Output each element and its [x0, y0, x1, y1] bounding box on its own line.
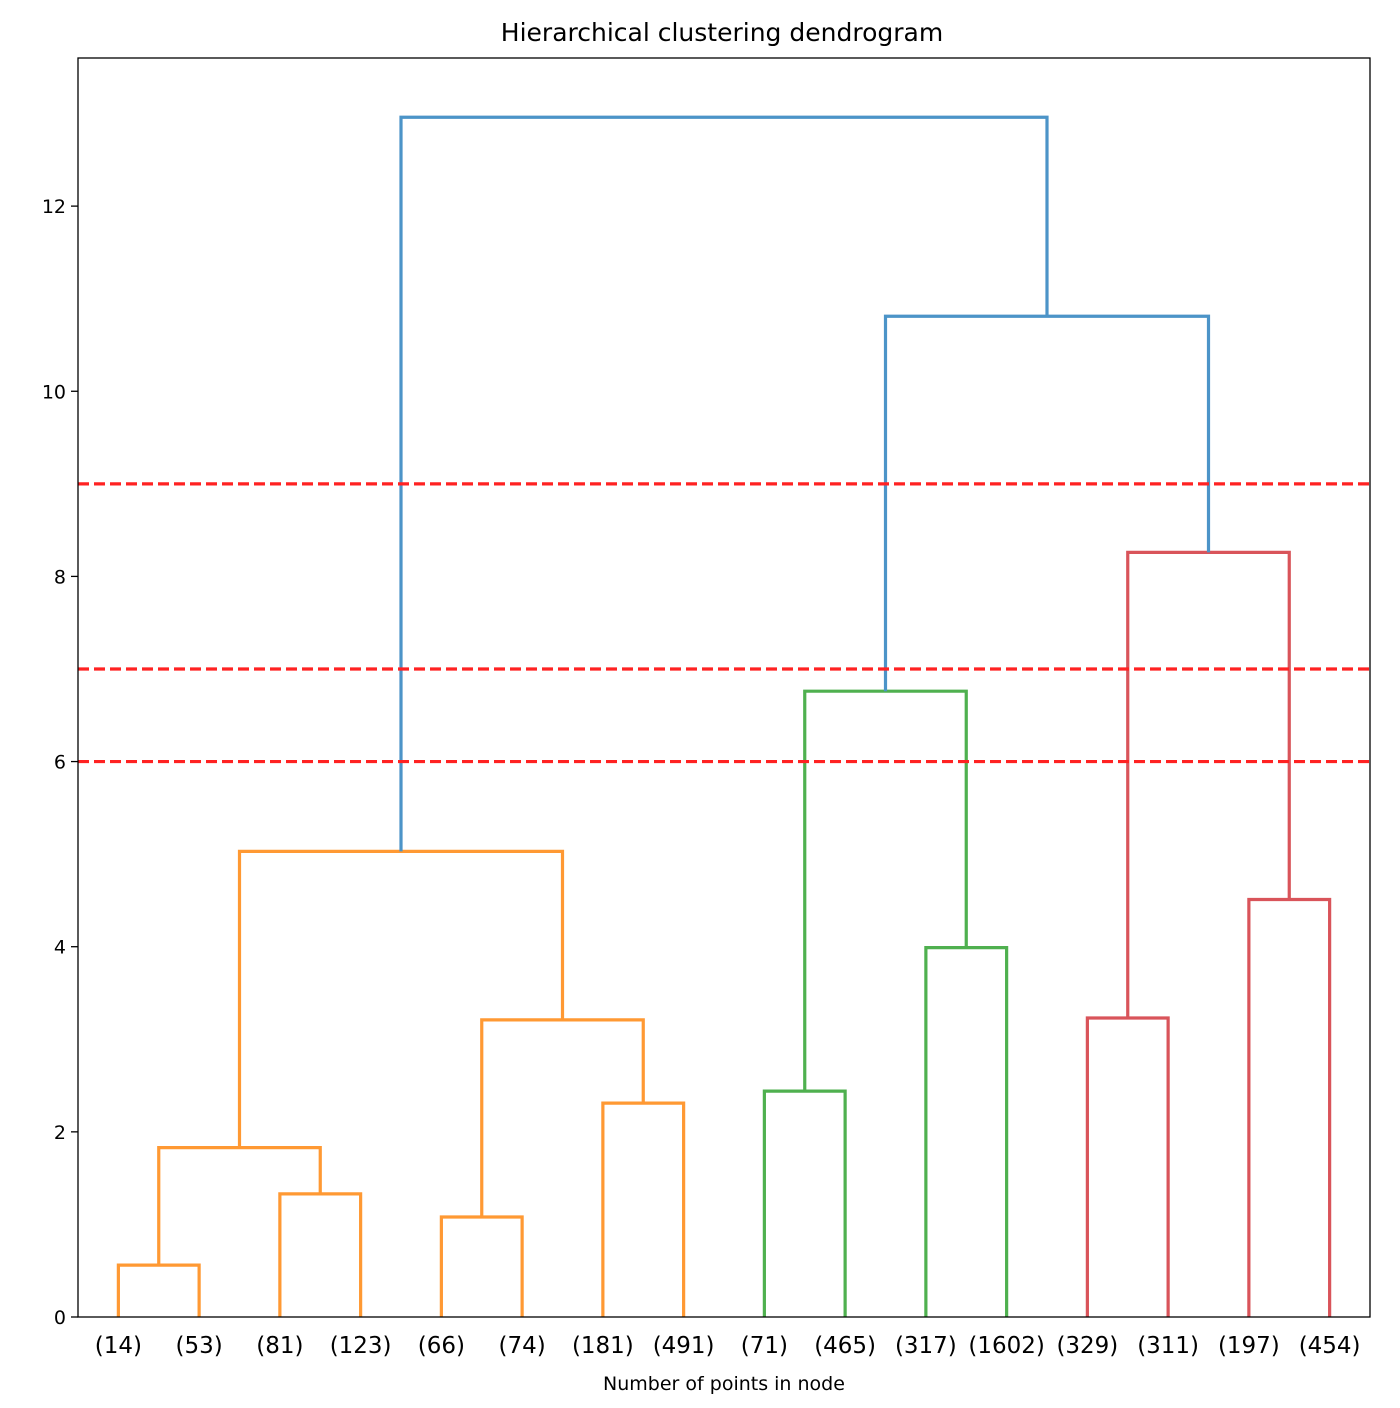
leaf-label: (66) — [418, 1333, 465, 1359]
leaf-label: (1602) — [968, 1333, 1044, 1359]
dendrogram-link-red — [1247, 897, 1332, 1317]
dendrogram-link-green — [924, 946, 1009, 1317]
y-tick-label: 4 — [54, 937, 66, 959]
leaf-label: (311) — [1137, 1333, 1199, 1359]
leaf-label: (71) — [741, 1333, 788, 1359]
leaf-label: (465) — [814, 1333, 876, 1359]
leaf-label: (329) — [1056, 1333, 1118, 1359]
leaf-label: (123) — [330, 1333, 392, 1359]
leaf-label: (491) — [653, 1333, 715, 1359]
leaf-label: (53) — [176, 1333, 223, 1359]
leaf-label: (317) — [895, 1333, 957, 1359]
dendrogram-link-orange — [157, 1145, 322, 1266]
dendrogram-link-blue — [883, 314, 1211, 692]
x-axis: (14) (53) (81) (123) (66) (74) (181) (491) (71) (… — [95, 1333, 1361, 1359]
dendrogram-link-orange — [237, 849, 565, 1148]
dendrogram-links — [116, 115, 1332, 1317]
y-tick-label: 12 — [42, 196, 66, 218]
leaf-label: (181) — [572, 1333, 634, 1359]
plot-frame — [77, 57, 1371, 1318]
cut-lines — [78, 482, 1370, 764]
y-tick-label: 2 — [54, 1122, 66, 1144]
dendrogram-link-orange — [480, 1018, 645, 1218]
dendrogram-link-orange — [278, 1192, 363, 1317]
chart-title: Hierarchical clustering dendrogram — [501, 18, 943, 47]
y-tick-label: 0 — [54, 1307, 66, 1329]
leaf-label: (81) — [256, 1333, 303, 1359]
dendrogram-link-green — [762, 1089, 847, 1317]
dendrogram-link-green — [803, 689, 968, 1092]
dendrogram-link-orange — [601, 1101, 686, 1317]
y-axis: 0 2 4 6 8 10 12 — [42, 196, 78, 1329]
y-tick-label: 8 — [54, 566, 66, 588]
dendrogram-link-red — [1126, 550, 1291, 1018]
leaf-label: (14) — [95, 1333, 142, 1359]
x-axis-label: Number of points in node — [603, 1373, 845, 1395]
leaf-label: (197) — [1218, 1333, 1280, 1359]
leaf-label: (454) — [1299, 1333, 1361, 1359]
y-tick-label: 6 — [54, 752, 66, 774]
dendrogram-link-red — [1085, 1016, 1170, 1317]
y-tick-label: 10 — [42, 381, 66, 403]
dendrogram-link-orange — [116, 1263, 201, 1317]
leaf-label: (74) — [499, 1333, 546, 1359]
dendrogram-link-orange — [439, 1215, 524, 1317]
